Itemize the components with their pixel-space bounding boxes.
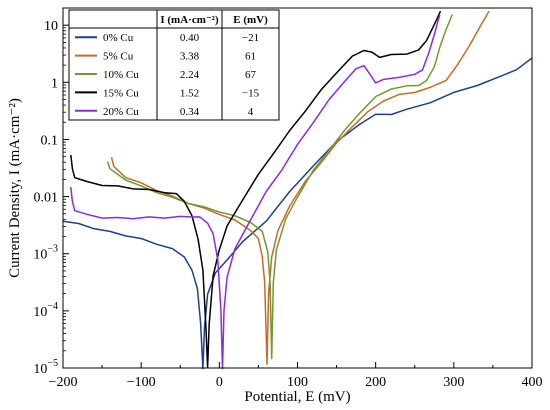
x-tick-label: 100: [287, 375, 308, 390]
legend-table: I (mA·cm⁻²) E (mV) 0% Cu 0.40 −21 5% Cu 3.38 61…: [68, 9, 280, 121]
legend-series-name: 0% Cu: [103, 32, 134, 44]
y-tick-label: 10−4: [33, 301, 58, 320]
legend-potential-value: 4: [248, 106, 254, 118]
legend-potential-value: 67: [245, 69, 257, 81]
y-tick-base: 0.1: [41, 133, 59, 148]
legend-current-value: 0.34: [180, 106, 200, 118]
y-tick-label: 0.01: [34, 191, 59, 206]
series-line-10pct-cu: [106, 14, 453, 360]
y-tick-exponent: −4: [47, 301, 58, 312]
y-axis-label: Current Density, I (mA·cm⁻²): [7, 98, 23, 278]
y-tick-label: 0.1: [41, 133, 59, 148]
x-tick-label: 400: [522, 375, 543, 390]
legend-potential-value: 61: [245, 51, 256, 63]
x-axis-label: Potential, E (mV): [244, 389, 350, 405]
legend-series-name: 20% Cu: [103, 106, 139, 118]
legend-header-potential: E (mV): [233, 14, 268, 26]
x-tick-label: 0: [216, 375, 223, 390]
plot-frame: [62, 7, 533, 369]
series-line-5pct-cu: [110, 10, 490, 365]
x-tick-label: 300: [443, 375, 464, 390]
series-line-15pct-cu: [70, 10, 442, 369]
y-tick-label: 10−5: [33, 358, 58, 377]
x-tick-label: 200: [365, 375, 386, 390]
legend-current-value: 3.38: [180, 51, 200, 63]
series-line-20pct-cu: [70, 14, 441, 370]
y-tick-base: 10: [33, 362, 47, 377]
y-tick-label: 1: [51, 76, 58, 91]
legend-series-name: 5% Cu: [103, 51, 134, 63]
legend-current-value: 2.24: [180, 69, 200, 81]
legend-header-current: I (mA·cm⁻²): [160, 14, 219, 26]
series-layer: [62, 10, 533, 370]
legend-series-name: 10% Cu: [103, 69, 139, 81]
y-tick-label: 10: [44, 19, 58, 34]
legend-series-name: 15% Cu: [103, 87, 139, 99]
y-tick-base: 10: [33, 305, 47, 320]
legend-current-value: 0.40: [180, 32, 200, 44]
y-tick-base: 0.01: [34, 191, 59, 206]
y-tick-base: 1: [51, 76, 58, 91]
tick-layer: −200 −100 0 100 200 300 40010−510−410−30.010.1…: [33, 7, 543, 390]
y-tick-base: 10: [44, 19, 58, 34]
y-tick-base: 10: [33, 248, 47, 263]
legend-potential-value: −21: [242, 32, 259, 44]
y-tick-exponent: −3: [47, 244, 58, 255]
y-tick-label: 10−3: [33, 244, 58, 263]
series-line-0pct-cu: [62, 57, 533, 370]
legend-potential-value: −15: [242, 87, 260, 99]
x-tick-label: −200: [49, 375, 78, 390]
y-tick-exponent: −5: [47, 358, 58, 369]
legend-box: [68, 9, 280, 121]
x-tick-label: −100: [127, 375, 156, 390]
legend-current-value: 1.52: [180, 87, 199, 99]
